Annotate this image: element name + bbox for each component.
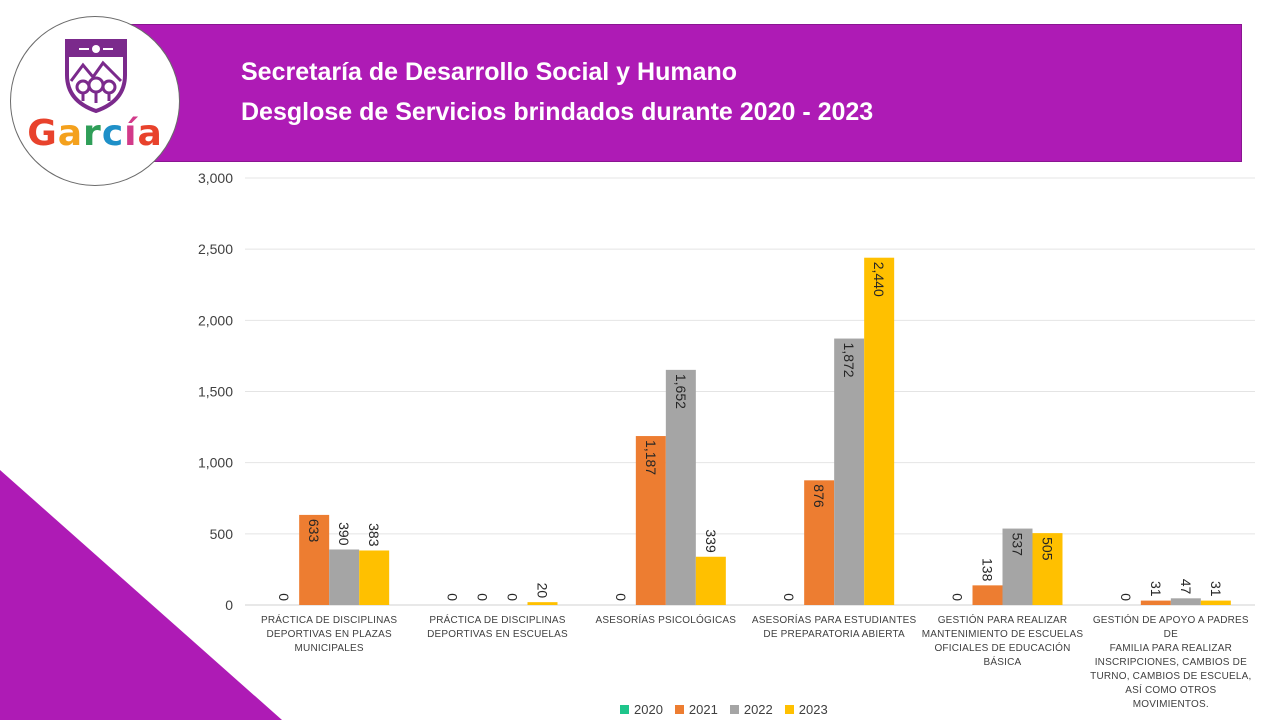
data-label: 0 bbox=[505, 593, 521, 601]
legend-swatch bbox=[784, 705, 794, 714]
legend-swatch bbox=[729, 705, 739, 714]
bar-2023 bbox=[1032, 533, 1063, 605]
bar-2021 bbox=[804, 480, 835, 605]
page-title: Secretaría de Desarrollo Social y Humano bbox=[241, 58, 738, 86]
data-label: 0 bbox=[613, 593, 629, 601]
x-tick-label-line: DEPORTIVAS EN ESCUELAS bbox=[427, 629, 568, 640]
shield-crest-icon bbox=[65, 39, 127, 113]
x-tick-label-line: OFICIALES DE EDUCACIÓN BÁSICA bbox=[934, 643, 1071, 668]
x-tick-label-line: ASÍ COMO OTROS MOVIMIENTOS. bbox=[1125, 685, 1217, 710]
x-tick-label: ASESORÍAS PSICOLÓGICAS bbox=[582, 614, 750, 628]
data-label: 31 bbox=[1208, 581, 1224, 597]
data-label: 2,440 bbox=[871, 262, 887, 297]
x-tick-label-line: GESTIÓN DE APOYO A PADRES DE bbox=[1092, 615, 1249, 640]
data-label: 47 bbox=[1178, 579, 1194, 595]
bar-2023 bbox=[695, 556, 726, 605]
logo-letter: a bbox=[137, 113, 163, 154]
x-tick-label-line: MUNICIPALES bbox=[294, 643, 364, 654]
data-label: 0 bbox=[475, 593, 491, 601]
legend-label: 2020 bbox=[634, 702, 663, 717]
bar-2022 bbox=[834, 338, 865, 605]
legend-label: 2021 bbox=[688, 702, 718, 717]
bar-2023 bbox=[527, 602, 558, 605]
logo-letter: c bbox=[101, 113, 125, 154]
logo: García bbox=[10, 16, 180, 186]
legend-item: 2020 bbox=[620, 702, 663, 717]
data-label: 1,872 bbox=[841, 343, 857, 378]
bar-2023 bbox=[359, 550, 390, 605]
x-tick-label-line: PRÁCTICA DE DISCIPLINAS bbox=[429, 615, 566, 626]
data-label: 505 bbox=[1040, 537, 1056, 561]
data-label: 1,187 bbox=[643, 440, 659, 475]
data-label: 0 bbox=[950, 593, 966, 601]
x-tick-label-line: DE PREPARATORIA ABIERTA bbox=[763, 629, 905, 640]
x-tick-label-line: ASESORÍAS PARA ESTUDIANTES bbox=[751, 615, 917, 626]
y-tick-label: 3,000 bbox=[198, 170, 233, 186]
data-label: 138 bbox=[980, 558, 996, 582]
logo-letter: G bbox=[27, 113, 58, 154]
legend-swatch bbox=[674, 705, 684, 714]
bar-2022 bbox=[1002, 528, 1033, 605]
logo-letter: a bbox=[57, 113, 84, 154]
x-tick-label-line: GESTIÓN PARA REALIZAR bbox=[937, 615, 1068, 626]
data-label: 1,652 bbox=[673, 374, 689, 409]
bar-2021 bbox=[299, 514, 330, 605]
x-tick-label-line: ASESORÍAS PSICOLÓGICAS bbox=[595, 615, 737, 626]
x-tick-label-line: TURNO, CAMBIOS DE ESCUELA, bbox=[1090, 671, 1252, 682]
data-label: 537 bbox=[1010, 533, 1026, 557]
y-tick-label: 2,500 bbox=[198, 241, 233, 257]
x-tick-label: PRÁCTICA DE DISCIPLINAS DEPORTIVAS EN PLA… bbox=[245, 614, 413, 656]
y-tick-label: 0 bbox=[225, 597, 233, 613]
bar-2022 bbox=[329, 549, 360, 605]
x-tick-label: ASESORÍAS PARA ESTUDIANTES DE PREPARATORI… bbox=[750, 614, 918, 642]
data-label: 0 bbox=[445, 593, 461, 601]
x-tick-label-line: PRÁCTICA DE DISCIPLINAS bbox=[261, 615, 398, 626]
data-label: 0 bbox=[781, 593, 797, 601]
logo-letter: r bbox=[83, 113, 102, 154]
y-tick-label: 500 bbox=[210, 526, 234, 542]
data-label: 20 bbox=[535, 583, 551, 599]
bar-2023 bbox=[864, 257, 895, 605]
y-tick-label: 1,000 bbox=[198, 455, 233, 471]
data-label: 633 bbox=[306, 519, 322, 543]
page-subtitle: Desglose de Servicios brindados durante … bbox=[241, 98, 874, 126]
x-tick-label: GESTIÓN PARA REALIZAR MANTENIMIENTO DE ES… bbox=[919, 614, 1087, 670]
bar-2023 bbox=[1200, 600, 1231, 605]
x-tick-label-line: FAMILIA PARA REALIZAR bbox=[1109, 643, 1233, 654]
data-label: 0 bbox=[276, 593, 292, 601]
data-label: 31 bbox=[1148, 581, 1164, 597]
y-tick-label: 1,500 bbox=[198, 384, 233, 400]
bar-2021 bbox=[972, 585, 1003, 605]
legend-item: 2021 bbox=[674, 702, 718, 717]
chart-legend: 2020 2021 2022 2023 bbox=[620, 702, 828, 717]
x-tick-label: GESTIÓN DE APOYO A PADRES DE FAMILIA PARA… bbox=[1087, 614, 1255, 712]
bar-2021 bbox=[635, 436, 666, 605]
x-tick-label-line: INSCRIPCIONES, CAMBIOS DE bbox=[1094, 657, 1247, 668]
x-tick-label-line: MANTENIMIENTO DE ESCUELAS bbox=[921, 629, 1084, 640]
bar-2022 bbox=[665, 369, 696, 605]
data-label: 390 bbox=[336, 522, 352, 546]
data-label: 0 bbox=[1118, 593, 1134, 601]
legend-label: 2023 bbox=[798, 702, 828, 717]
corner-decoration bbox=[0, 470, 282, 720]
logo-letter: í bbox=[124, 113, 138, 154]
data-label: 339 bbox=[703, 529, 719, 553]
data-label: 383 bbox=[366, 523, 382, 547]
data-label: 876 bbox=[811, 484, 827, 508]
legend-label: 2022 bbox=[743, 702, 773, 717]
header-band bbox=[130, 24, 1242, 162]
bar-2021 bbox=[1140, 600, 1171, 605]
x-tick-label-line: DEPORTIVAS EN PLAZAS bbox=[266, 629, 392, 640]
bar-2022 bbox=[1170, 598, 1201, 605]
legend-swatch bbox=[620, 705, 629, 714]
legend-item: 2023 bbox=[784, 702, 828, 717]
logo-text: García bbox=[11, 113, 179, 154]
x-tick-label: PRÁCTICA DE DISCIPLINAS DEPORTIVAS EN ESC… bbox=[414, 614, 582, 642]
legend-item: 2022 bbox=[729, 702, 773, 717]
y-tick-label: 2,000 bbox=[198, 312, 233, 328]
